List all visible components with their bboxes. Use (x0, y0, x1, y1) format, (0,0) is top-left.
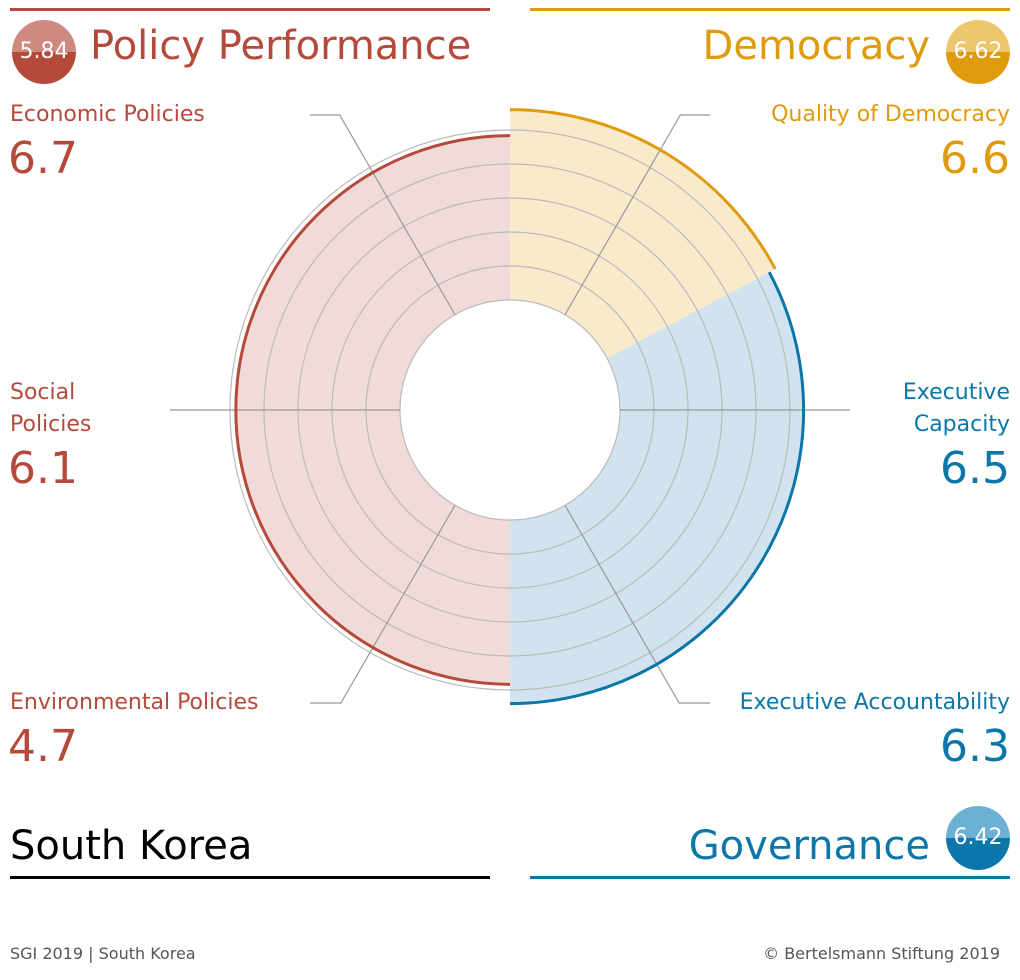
governance-sector (510, 272, 804, 704)
governance-outline (509, 271, 806, 706)
executive-capacity-label-line1: Executive (902, 380, 1010, 405)
policy-performance-score-badge: 5.84 (12, 20, 76, 84)
governance-score: 6.42 (953, 825, 1003, 850)
governance-title: Governance (688, 823, 930, 869)
economic-policies-value: 6.7 (8, 133, 78, 184)
governance-rule (530, 876, 1010, 879)
environmental-policies-value: 4.7 (8, 721, 78, 772)
governance-score-badge: 6.42 (946, 806, 1010, 870)
quality-of-democracy-value: 6.6 (940, 133, 1010, 184)
spoke-economic (310, 114, 456, 316)
democracy-rule (530, 8, 1010, 11)
social-policies-value: 6.1 (8, 443, 78, 494)
spoke-quality-democracy (564, 114, 710, 316)
footer-copyright: © Bertelsmann Stiftung 2019 (763, 944, 1000, 963)
policy-performance-rule (10, 8, 490, 11)
country-rule (10, 876, 490, 879)
democracy-score-badge: 6.62 (946, 20, 1010, 84)
policy-performance-title: Policy Performance (90, 23, 472, 69)
environmental-policies-label: Environmental Policies (10, 690, 259, 715)
democracy-outline (509, 108, 777, 270)
executive-accountability-value: 6.3 (940, 721, 1010, 772)
social-policies-label-line1: Social (10, 380, 76, 405)
policy-performance-outline (234, 134, 511, 686)
executive-capacity-value: 6.5 (940, 443, 1010, 494)
footer-source: SGI 2019 | South Korea (10, 944, 196, 963)
social-policies-label-line2: Policies (10, 412, 92, 437)
spoke-executive-accountability (564, 504, 710, 704)
executive-capacity-label-line2: Capacity (913, 412, 1010, 437)
policy-performance-score: 5.84 (19, 39, 69, 64)
economic-policies-label: Economic Policies (10, 102, 205, 127)
country-title: South Korea (10, 823, 253, 869)
spoke-environmental (310, 504, 456, 704)
democracy-score: 6.62 (953, 39, 1003, 64)
quality-of-democracy-label: Quality of Democracy (771, 102, 1010, 127)
democracy-title: Democracy (702, 23, 930, 69)
inner-circle (399, 299, 621, 521)
executive-accountability-label: Executive Accountability (739, 690, 1010, 715)
